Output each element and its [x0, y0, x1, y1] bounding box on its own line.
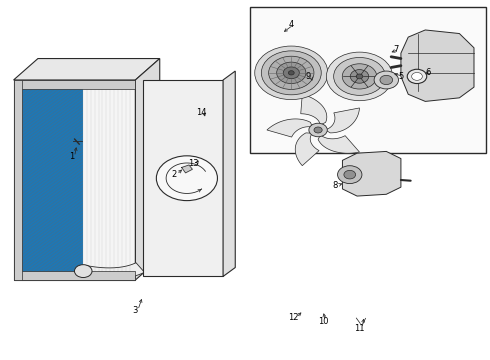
- Circle shape: [261, 51, 321, 95]
- Polygon shape: [14, 80, 135, 280]
- Polygon shape: [318, 135, 360, 153]
- Text: 8: 8: [332, 181, 338, 190]
- Text: 12: 12: [289, 313, 299, 322]
- Text: 10: 10: [318, 316, 328, 325]
- Text: 7: 7: [393, 45, 399, 54]
- Text: 4: 4: [289, 20, 294, 29]
- Bar: [14, 80, 135, 89]
- Circle shape: [74, 265, 92, 278]
- Circle shape: [380, 75, 392, 85]
- Polygon shape: [364, 63, 396, 81]
- Bar: [14, 271, 135, 280]
- Text: 14: 14: [196, 108, 206, 117]
- Polygon shape: [259, 14, 307, 34]
- Circle shape: [344, 170, 356, 179]
- Circle shape: [412, 72, 422, 80]
- Circle shape: [338, 166, 362, 184]
- Bar: [14, 80, 23, 280]
- Circle shape: [283, 67, 299, 79]
- Polygon shape: [401, 30, 474, 102]
- Circle shape: [309, 123, 327, 137]
- Circle shape: [350, 69, 369, 83]
- Polygon shape: [295, 133, 319, 166]
- Polygon shape: [325, 108, 360, 133]
- Circle shape: [156, 156, 218, 201]
- Circle shape: [407, 69, 427, 84]
- Polygon shape: [82, 263, 145, 279]
- Text: 11: 11: [354, 324, 365, 333]
- Circle shape: [314, 127, 322, 133]
- Circle shape: [356, 74, 363, 79]
- Circle shape: [255, 46, 328, 100]
- Circle shape: [288, 71, 294, 75]
- Text: 9: 9: [306, 72, 311, 81]
- Bar: [250, 7, 486, 153]
- Polygon shape: [370, 28, 388, 50]
- Circle shape: [334, 58, 385, 95]
- Circle shape: [326, 52, 392, 101]
- Polygon shape: [135, 59, 160, 280]
- Circle shape: [269, 56, 314, 89]
- Text: 1: 1: [70, 152, 74, 161]
- Text: 3: 3: [133, 306, 138, 315]
- Circle shape: [343, 64, 377, 89]
- Polygon shape: [14, 59, 160, 80]
- Text: 6: 6: [425, 68, 430, 77]
- Circle shape: [277, 62, 306, 84]
- Polygon shape: [223, 71, 235, 276]
- Polygon shape: [343, 152, 401, 196]
- Polygon shape: [301, 94, 327, 125]
- Circle shape: [374, 71, 398, 89]
- Polygon shape: [143, 80, 223, 276]
- Text: 13: 13: [189, 159, 199, 168]
- Text: 5: 5: [398, 72, 404, 81]
- Text: 2: 2: [172, 170, 177, 179]
- Bar: [16, 82, 83, 278]
- Polygon shape: [267, 119, 312, 137]
- Polygon shape: [182, 165, 193, 173]
